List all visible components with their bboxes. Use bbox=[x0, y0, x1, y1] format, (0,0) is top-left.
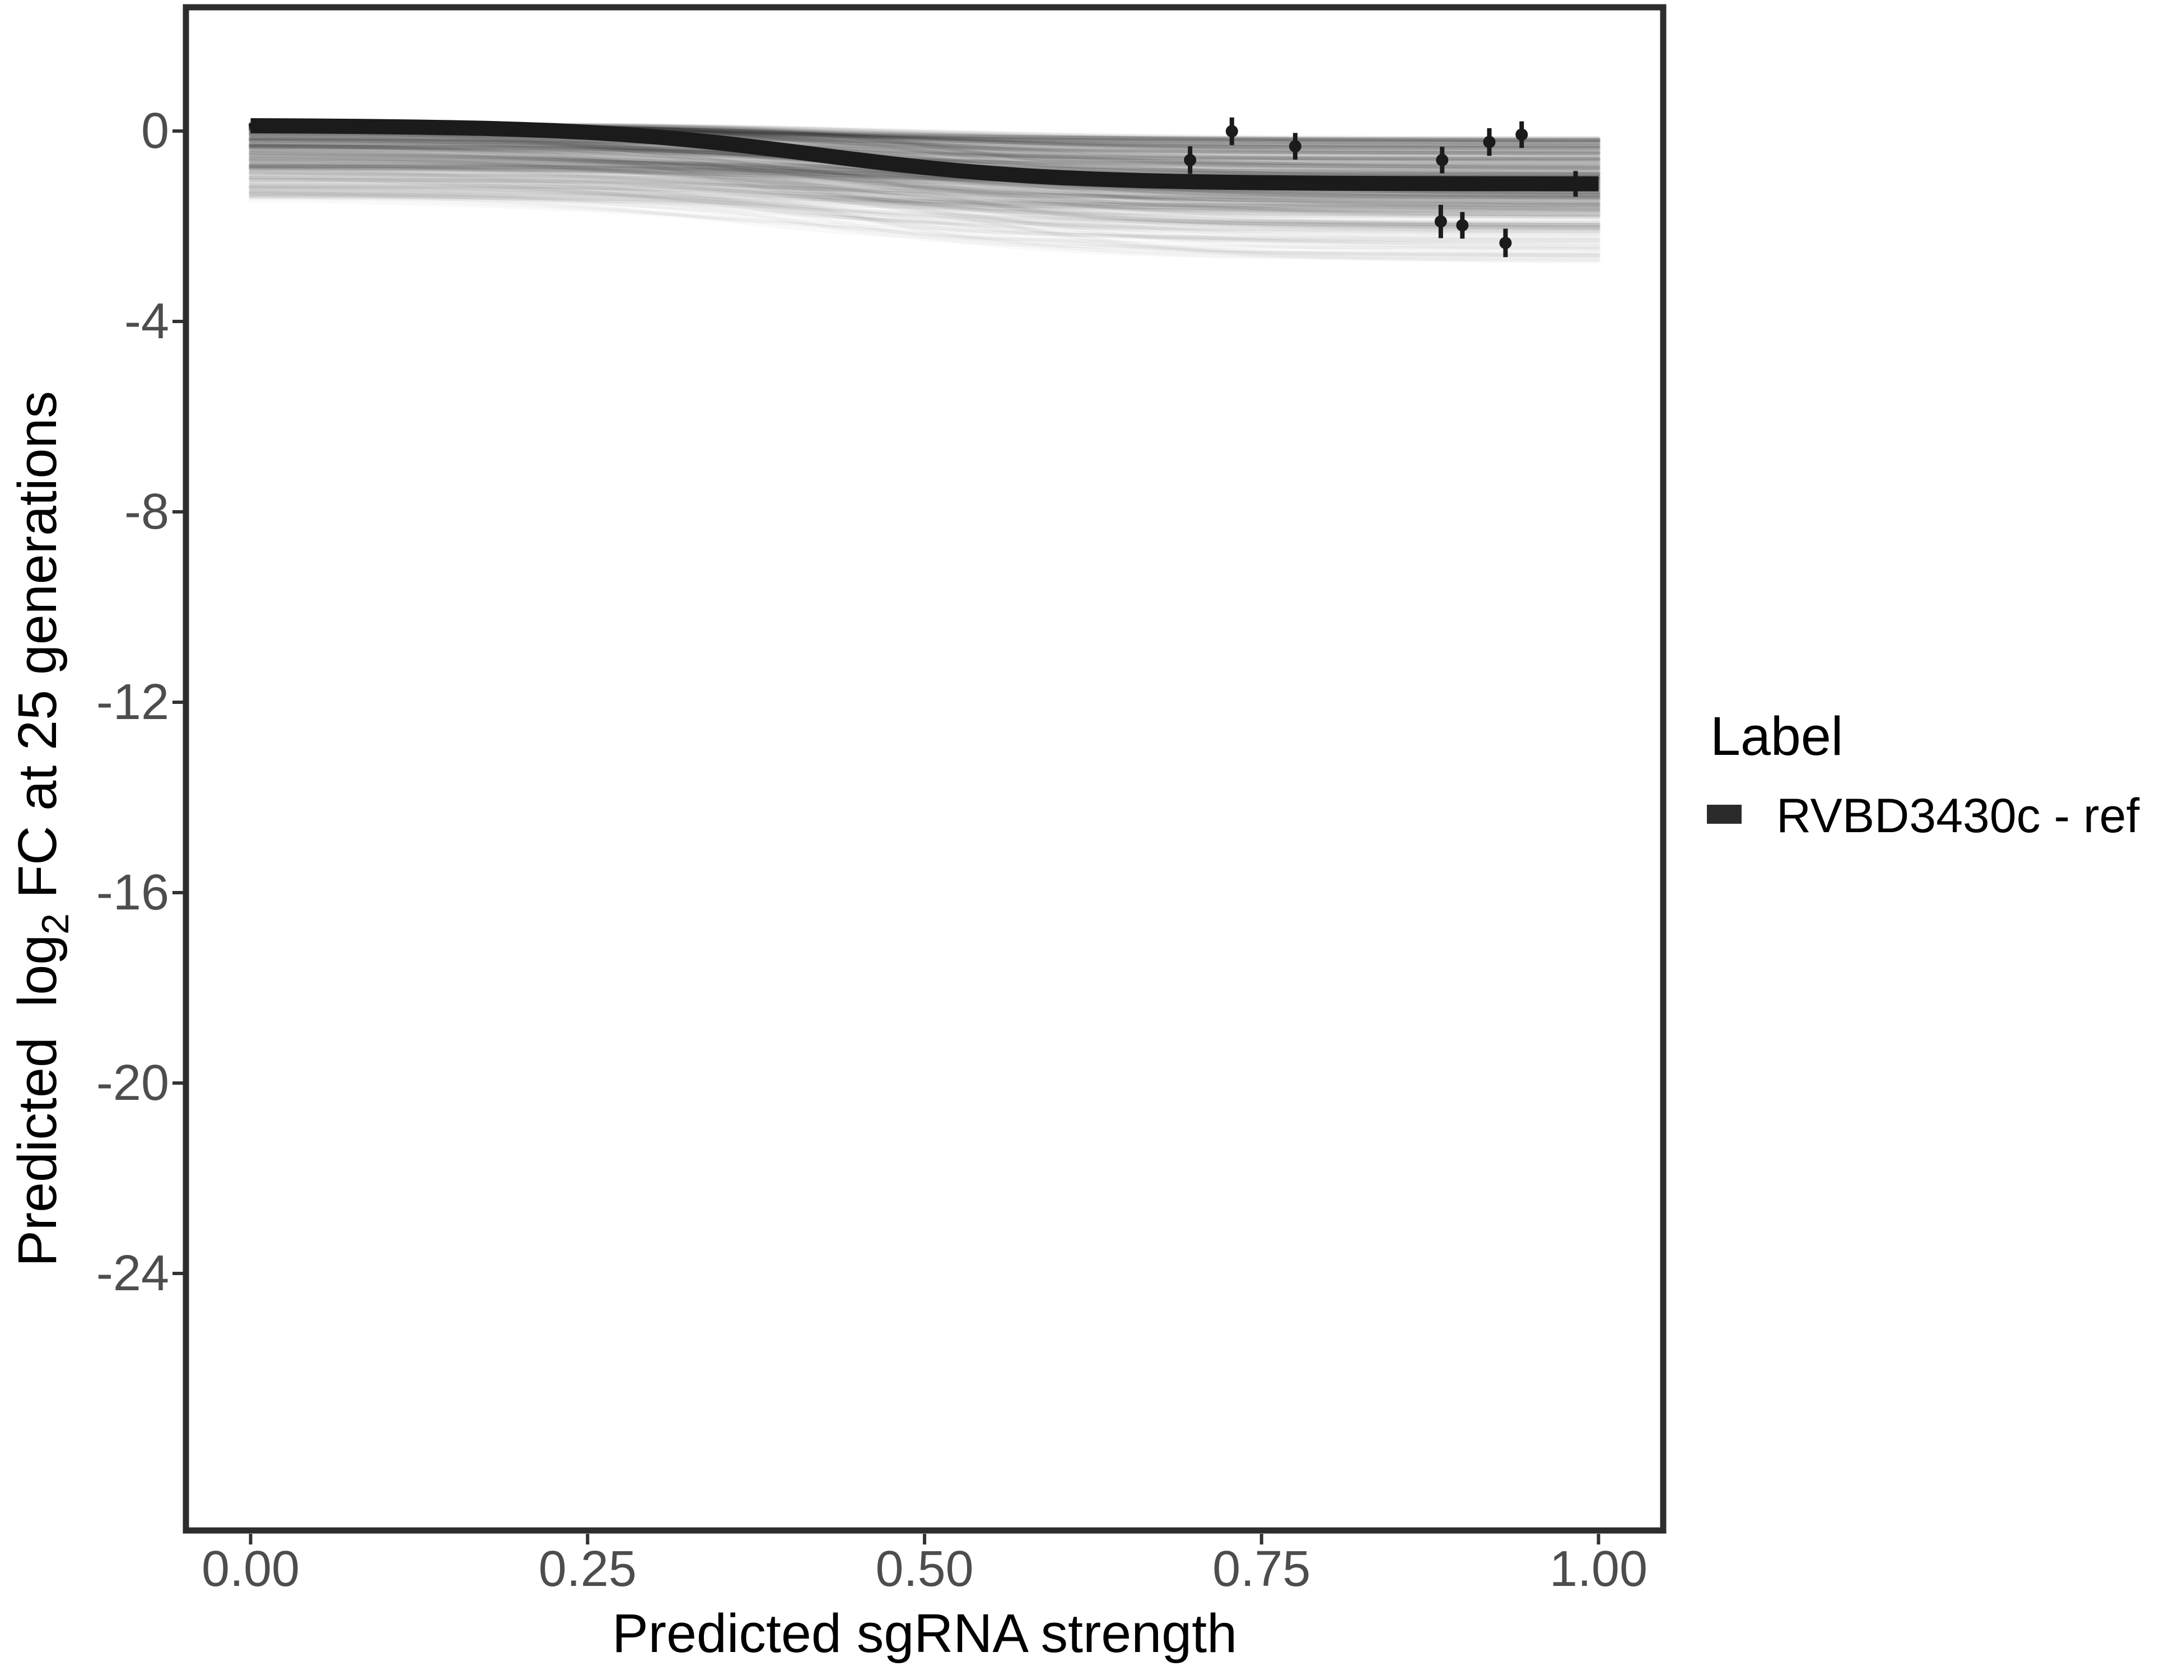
data-point bbox=[1499, 236, 1512, 249]
x-tick-label: 1.00 bbox=[1550, 1541, 1648, 1597]
y-axis-title: Predicted log2 FC at 25 generations bbox=[7, 391, 77, 1267]
data-point bbox=[1569, 178, 1582, 190]
data-point bbox=[1483, 136, 1496, 148]
x-tick-label: 0.00 bbox=[202, 1541, 300, 1597]
x-tick-label: 0.75 bbox=[1212, 1541, 1310, 1597]
data-point bbox=[1289, 140, 1301, 153]
panel-border bbox=[183, 4, 1667, 1534]
ensemble-curve bbox=[249, 128, 1600, 197]
y-tick-label: -16 bbox=[96, 865, 169, 921]
pointrange bbox=[1436, 147, 1449, 174]
data-point bbox=[1456, 219, 1469, 232]
y-axis: 0 -4 -8 -12 -16 -20 -24 bbox=[96, 103, 183, 1301]
legend-item-label: RVBD3430c - ref bbox=[1776, 789, 2140, 843]
fit-curve-line bbox=[250, 118, 1599, 192]
y-tick-label: -24 bbox=[96, 1245, 169, 1301]
x-tick-label: 0.50 bbox=[875, 1541, 973, 1597]
ensemble-curves bbox=[249, 122, 1600, 207]
pointrange bbox=[1289, 133, 1301, 160]
data-point bbox=[1434, 215, 1447, 228]
y-tick-label: -20 bbox=[96, 1055, 169, 1111]
x-axis: 0.00 0.25 0.50 0.75 1.00 bbox=[202, 1534, 1648, 1597]
fit-curve-group bbox=[250, 118, 1599, 192]
pointrange bbox=[1515, 121, 1528, 148]
pointrange bbox=[1569, 171, 1582, 197]
pointrange-group bbox=[1184, 117, 1582, 258]
legend: Label RVBD3430c - ref bbox=[1707, 706, 2140, 843]
y-tick-label: 0 bbox=[141, 103, 169, 159]
ensemble-curve bbox=[249, 125, 1600, 206]
y-tick-label: -8 bbox=[124, 484, 169, 540]
legend-key-line-swatch bbox=[1707, 805, 1742, 824]
pointrange bbox=[1499, 228, 1512, 258]
data-point bbox=[1515, 128, 1528, 141]
x-axis-title: Predicted sgRNA strength bbox=[612, 1603, 1237, 1664]
pointrange bbox=[1184, 146, 1197, 174]
pointrange bbox=[1456, 212, 1469, 239]
y-tick-label: -12 bbox=[96, 674, 169, 730]
y-tick-label: -4 bbox=[124, 293, 169, 349]
data-point bbox=[1184, 153, 1197, 166]
pointrange bbox=[1483, 128, 1496, 156]
data-point bbox=[1436, 153, 1449, 166]
pointrange bbox=[1434, 204, 1447, 239]
pointrange bbox=[1225, 117, 1238, 146]
x-tick-label: 0.25 bbox=[539, 1541, 637, 1597]
data-point bbox=[1225, 125, 1238, 138]
legend-title: Label bbox=[1710, 706, 1843, 767]
